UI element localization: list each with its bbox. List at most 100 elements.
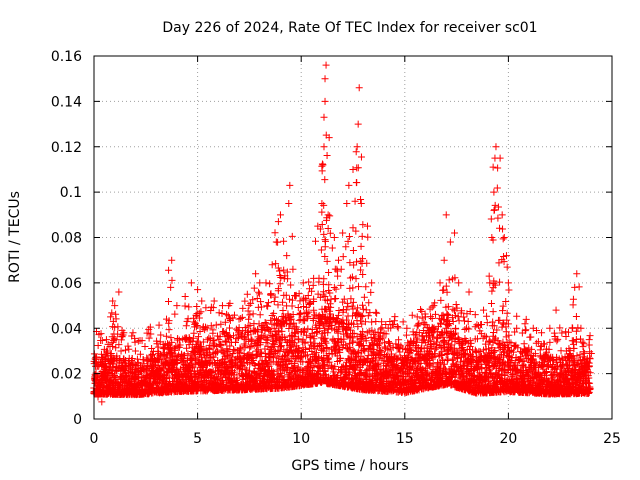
data-point <box>241 297 249 305</box>
data-point <box>97 350 105 358</box>
data-point <box>141 343 149 350</box>
data-point <box>159 377 167 385</box>
data-point <box>233 335 241 343</box>
data-point <box>120 355 128 363</box>
data-point <box>233 374 241 382</box>
data-point <box>215 309 223 317</box>
data-point <box>138 337 146 345</box>
data-point <box>98 336 106 344</box>
data-point <box>221 318 229 326</box>
data-point <box>181 351 189 359</box>
data-point <box>230 311 238 319</box>
data-point <box>190 329 198 337</box>
data-point <box>256 311 264 319</box>
data-point <box>240 340 248 348</box>
data-point <box>284 357 292 365</box>
data-point <box>279 307 287 315</box>
data-point <box>240 359 248 367</box>
data-point <box>246 344 254 352</box>
data-point <box>205 334 213 342</box>
data-point <box>145 334 153 342</box>
data-point <box>271 341 279 349</box>
data-point <box>190 353 198 361</box>
data-point <box>199 338 207 346</box>
data-point <box>97 330 105 338</box>
data-point <box>274 328 282 336</box>
data-point <box>238 313 246 321</box>
data-point <box>245 367 253 375</box>
data-point <box>230 346 238 354</box>
data-point <box>226 324 234 332</box>
data-point <box>184 350 192 358</box>
data-point <box>212 321 220 329</box>
data-point <box>157 331 165 339</box>
data-point <box>247 343 255 351</box>
data-point <box>155 321 163 329</box>
data-point <box>277 343 285 351</box>
data-point <box>208 368 216 376</box>
data-point <box>249 357 257 365</box>
data-point <box>236 349 244 357</box>
data-point <box>277 342 285 350</box>
data-point <box>253 294 261 302</box>
data-points <box>90 61 595 406</box>
data-point <box>149 351 157 359</box>
data-point <box>225 333 233 341</box>
data-point <box>246 321 254 329</box>
data-point <box>230 368 238 376</box>
data-point <box>223 310 231 318</box>
data-point <box>114 330 122 338</box>
data-point <box>175 336 183 344</box>
data-point <box>282 291 290 299</box>
data-point <box>244 307 252 315</box>
data-point <box>146 323 154 331</box>
data-point <box>124 342 132 350</box>
data-point <box>257 348 265 356</box>
data-point <box>94 342 102 349</box>
data-point <box>191 361 199 369</box>
data-point <box>111 371 119 379</box>
data-point <box>136 350 144 358</box>
data-point <box>245 315 253 323</box>
data-point <box>171 310 179 318</box>
data-point <box>165 326 173 334</box>
data-point <box>214 356 222 364</box>
data-point <box>235 347 243 355</box>
grid-lines <box>94 56 612 419</box>
data-point <box>164 368 172 376</box>
data-point <box>171 346 179 354</box>
data-point <box>134 337 142 345</box>
data-point <box>264 302 272 310</box>
data-point <box>249 310 257 318</box>
data-point <box>204 336 211 344</box>
data-point <box>197 308 205 316</box>
data-point <box>228 360 236 368</box>
data-point <box>143 329 151 337</box>
data-point <box>237 315 245 323</box>
data-point <box>284 352 292 360</box>
data-point <box>168 338 176 346</box>
data-point <box>216 333 224 341</box>
data-point <box>239 304 247 312</box>
data-point <box>257 298 265 306</box>
data-point <box>209 326 217 334</box>
data-point <box>115 341 123 349</box>
data-point <box>223 346 231 354</box>
data-point <box>226 342 234 350</box>
data-point <box>241 364 249 372</box>
data-point <box>102 336 110 344</box>
data-point <box>283 363 291 371</box>
data-point <box>251 375 259 383</box>
data-point <box>249 296 257 304</box>
data-point <box>207 322 215 330</box>
data-point <box>241 333 249 341</box>
data-point <box>147 330 155 338</box>
data-point <box>131 338 139 346</box>
data-point <box>219 348 227 356</box>
data-point <box>283 317 291 325</box>
data-point <box>231 339 239 347</box>
data-point <box>260 363 268 371</box>
data-point <box>279 298 287 306</box>
